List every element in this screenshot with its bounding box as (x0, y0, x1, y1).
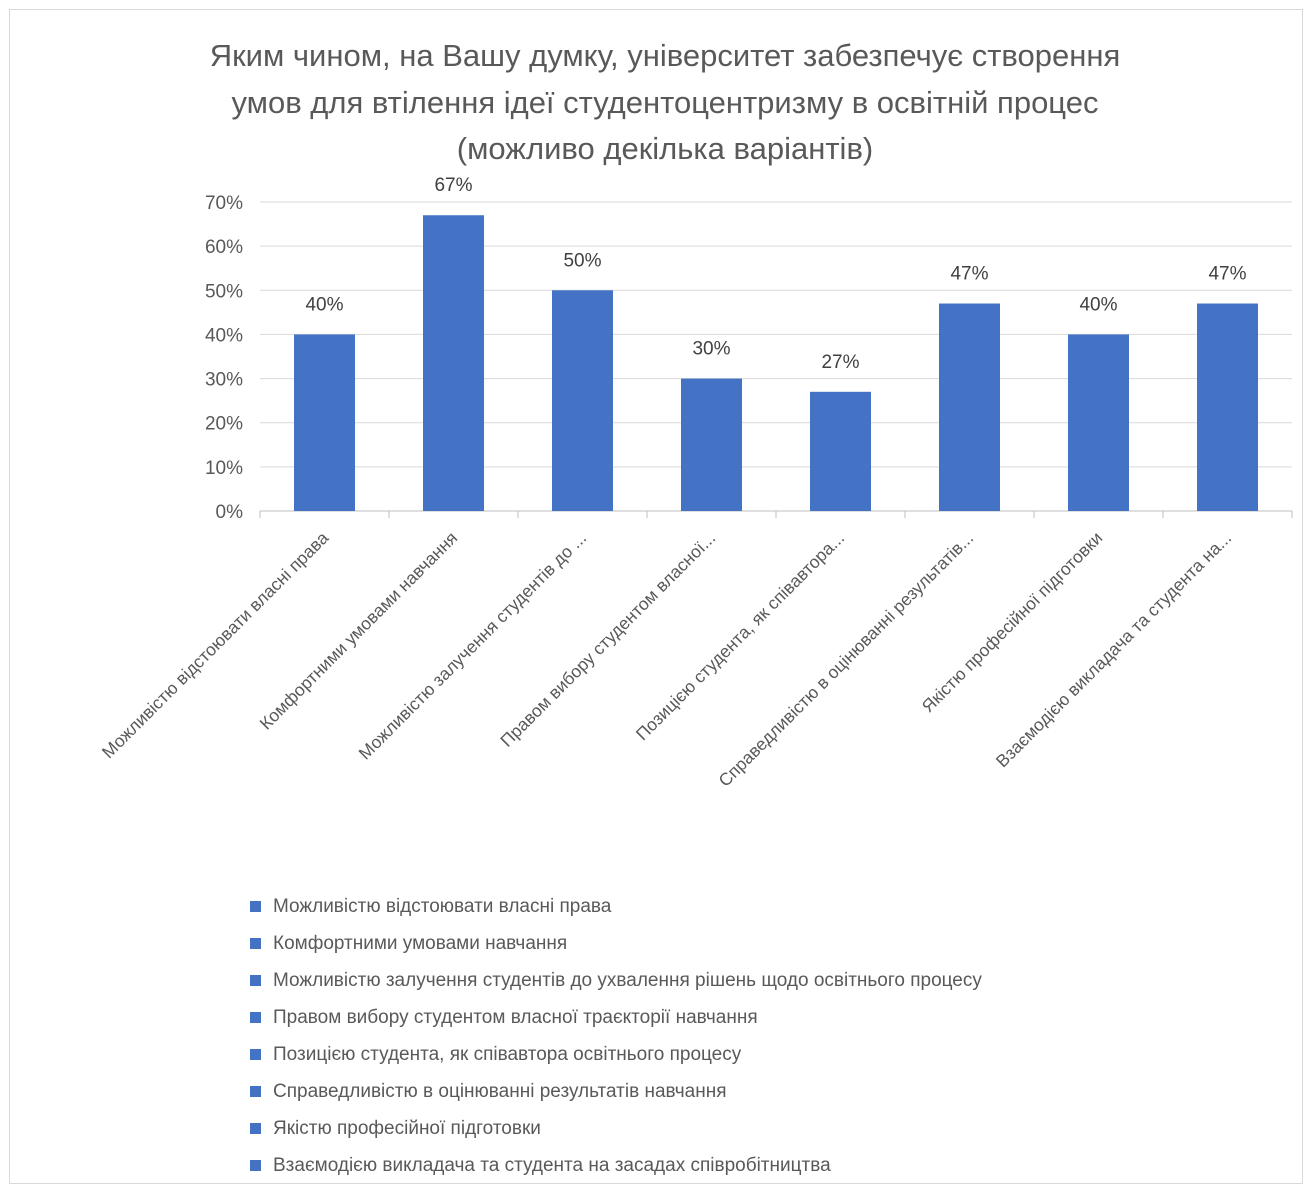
y-tick-label: 40% (205, 325, 243, 346)
data-label: 67% (434, 175, 472, 196)
legend-label: Позицією студента, як співавтора освітнь… (273, 1043, 742, 1065)
legend-item: Комфортними умовами навчання (250, 925, 982, 962)
legend-swatch (250, 1123, 261, 1134)
legend-item: Взаємодією викладача та студента на заса… (250, 1147, 982, 1184)
bar (1068, 334, 1129, 511)
legend-item: Можливістю залучення студентів до ухвале… (250, 962, 982, 999)
y-tick-label: 20% (205, 414, 243, 435)
legend-swatch (250, 938, 261, 949)
data-label: 47% (950, 264, 988, 285)
y-tick-label: 50% (205, 281, 243, 302)
data-label: 27% (821, 352, 859, 373)
y-tick-label: 10% (205, 458, 243, 479)
legend-swatch (250, 1086, 261, 1097)
data-label: 47% (1208, 264, 1246, 285)
legend-label: Комфортними умовами навчання (273, 932, 568, 954)
legend-swatch (250, 975, 261, 986)
bar (423, 215, 484, 511)
bar (294, 334, 355, 511)
legend-label: Можливістю відстоювати власні права (273, 895, 612, 917)
legend-item: Справедливістю в оцінюванні результатів … (250, 1073, 982, 1110)
bar (810, 391, 871, 511)
y-tick-label: 0% (216, 502, 244, 523)
data-label: 30% (692, 339, 730, 360)
legend-label: Справедливістю в оцінюванні результатів … (273, 1080, 727, 1102)
legend-item: Якістю професійної підготовки (250, 1110, 982, 1147)
y-tick-label: 30% (205, 370, 243, 391)
legend-item: Позицією студента, як співавтора освітнь… (250, 1036, 982, 1073)
x-tick-label: Можливістю залучення студентів до ... (355, 528, 591, 764)
legend-label: Правом вибору студентом власної траєктор… (273, 1006, 758, 1028)
legend-label: Можливістю залучення студентів до ухвале… (273, 969, 982, 991)
data-label: 50% (563, 250, 601, 271)
chart-title-line: умов для втілення ідеї студентоцентризму… (232, 85, 1099, 120)
x-tick-label: Позицією студента, як співавтора... (632, 528, 849, 745)
bar (1197, 303, 1258, 511)
y-tick-label: 70% (205, 193, 243, 214)
data-label: 40% (1079, 294, 1117, 315)
legend-swatch (250, 1160, 261, 1171)
chart-title-line: (можливо декілька варіантів) (457, 131, 874, 166)
legend-swatch (250, 1049, 261, 1060)
legend-swatch (250, 1012, 261, 1023)
data-label: 40% (305, 294, 343, 315)
bar (939, 303, 1000, 511)
legend-swatch (250, 901, 261, 912)
bar (681, 378, 742, 511)
legend-item: Правом вибору студентом власної траєктор… (250, 999, 982, 1036)
legend-label: Якістю професійної підготовки (273, 1117, 541, 1139)
legend-label: Взаємодією викладача та студента на заса… (273, 1154, 831, 1176)
x-tick-label: Можливістю відстоювати власні права (98, 528, 333, 763)
x-tick-label: Справедливістю в оцінюванні результатів.… (714, 528, 977, 791)
legend: Можливістю відстоювати власні права Комфо… (250, 888, 982, 1184)
legend-item: Можливістю відстоювати власні права (250, 888, 982, 925)
chart-title-line: Яким чином, на Вашу думку, університет з… (210, 38, 1121, 73)
x-tick-label: Взаємодією викладача та студента на... (992, 528, 1236, 772)
bar (552, 290, 613, 511)
y-tick-label: 60% (205, 237, 243, 258)
x-tick-label: Правом вибору студентом власної... (496, 528, 719, 751)
chart-area (9, 9, 1303, 1184)
